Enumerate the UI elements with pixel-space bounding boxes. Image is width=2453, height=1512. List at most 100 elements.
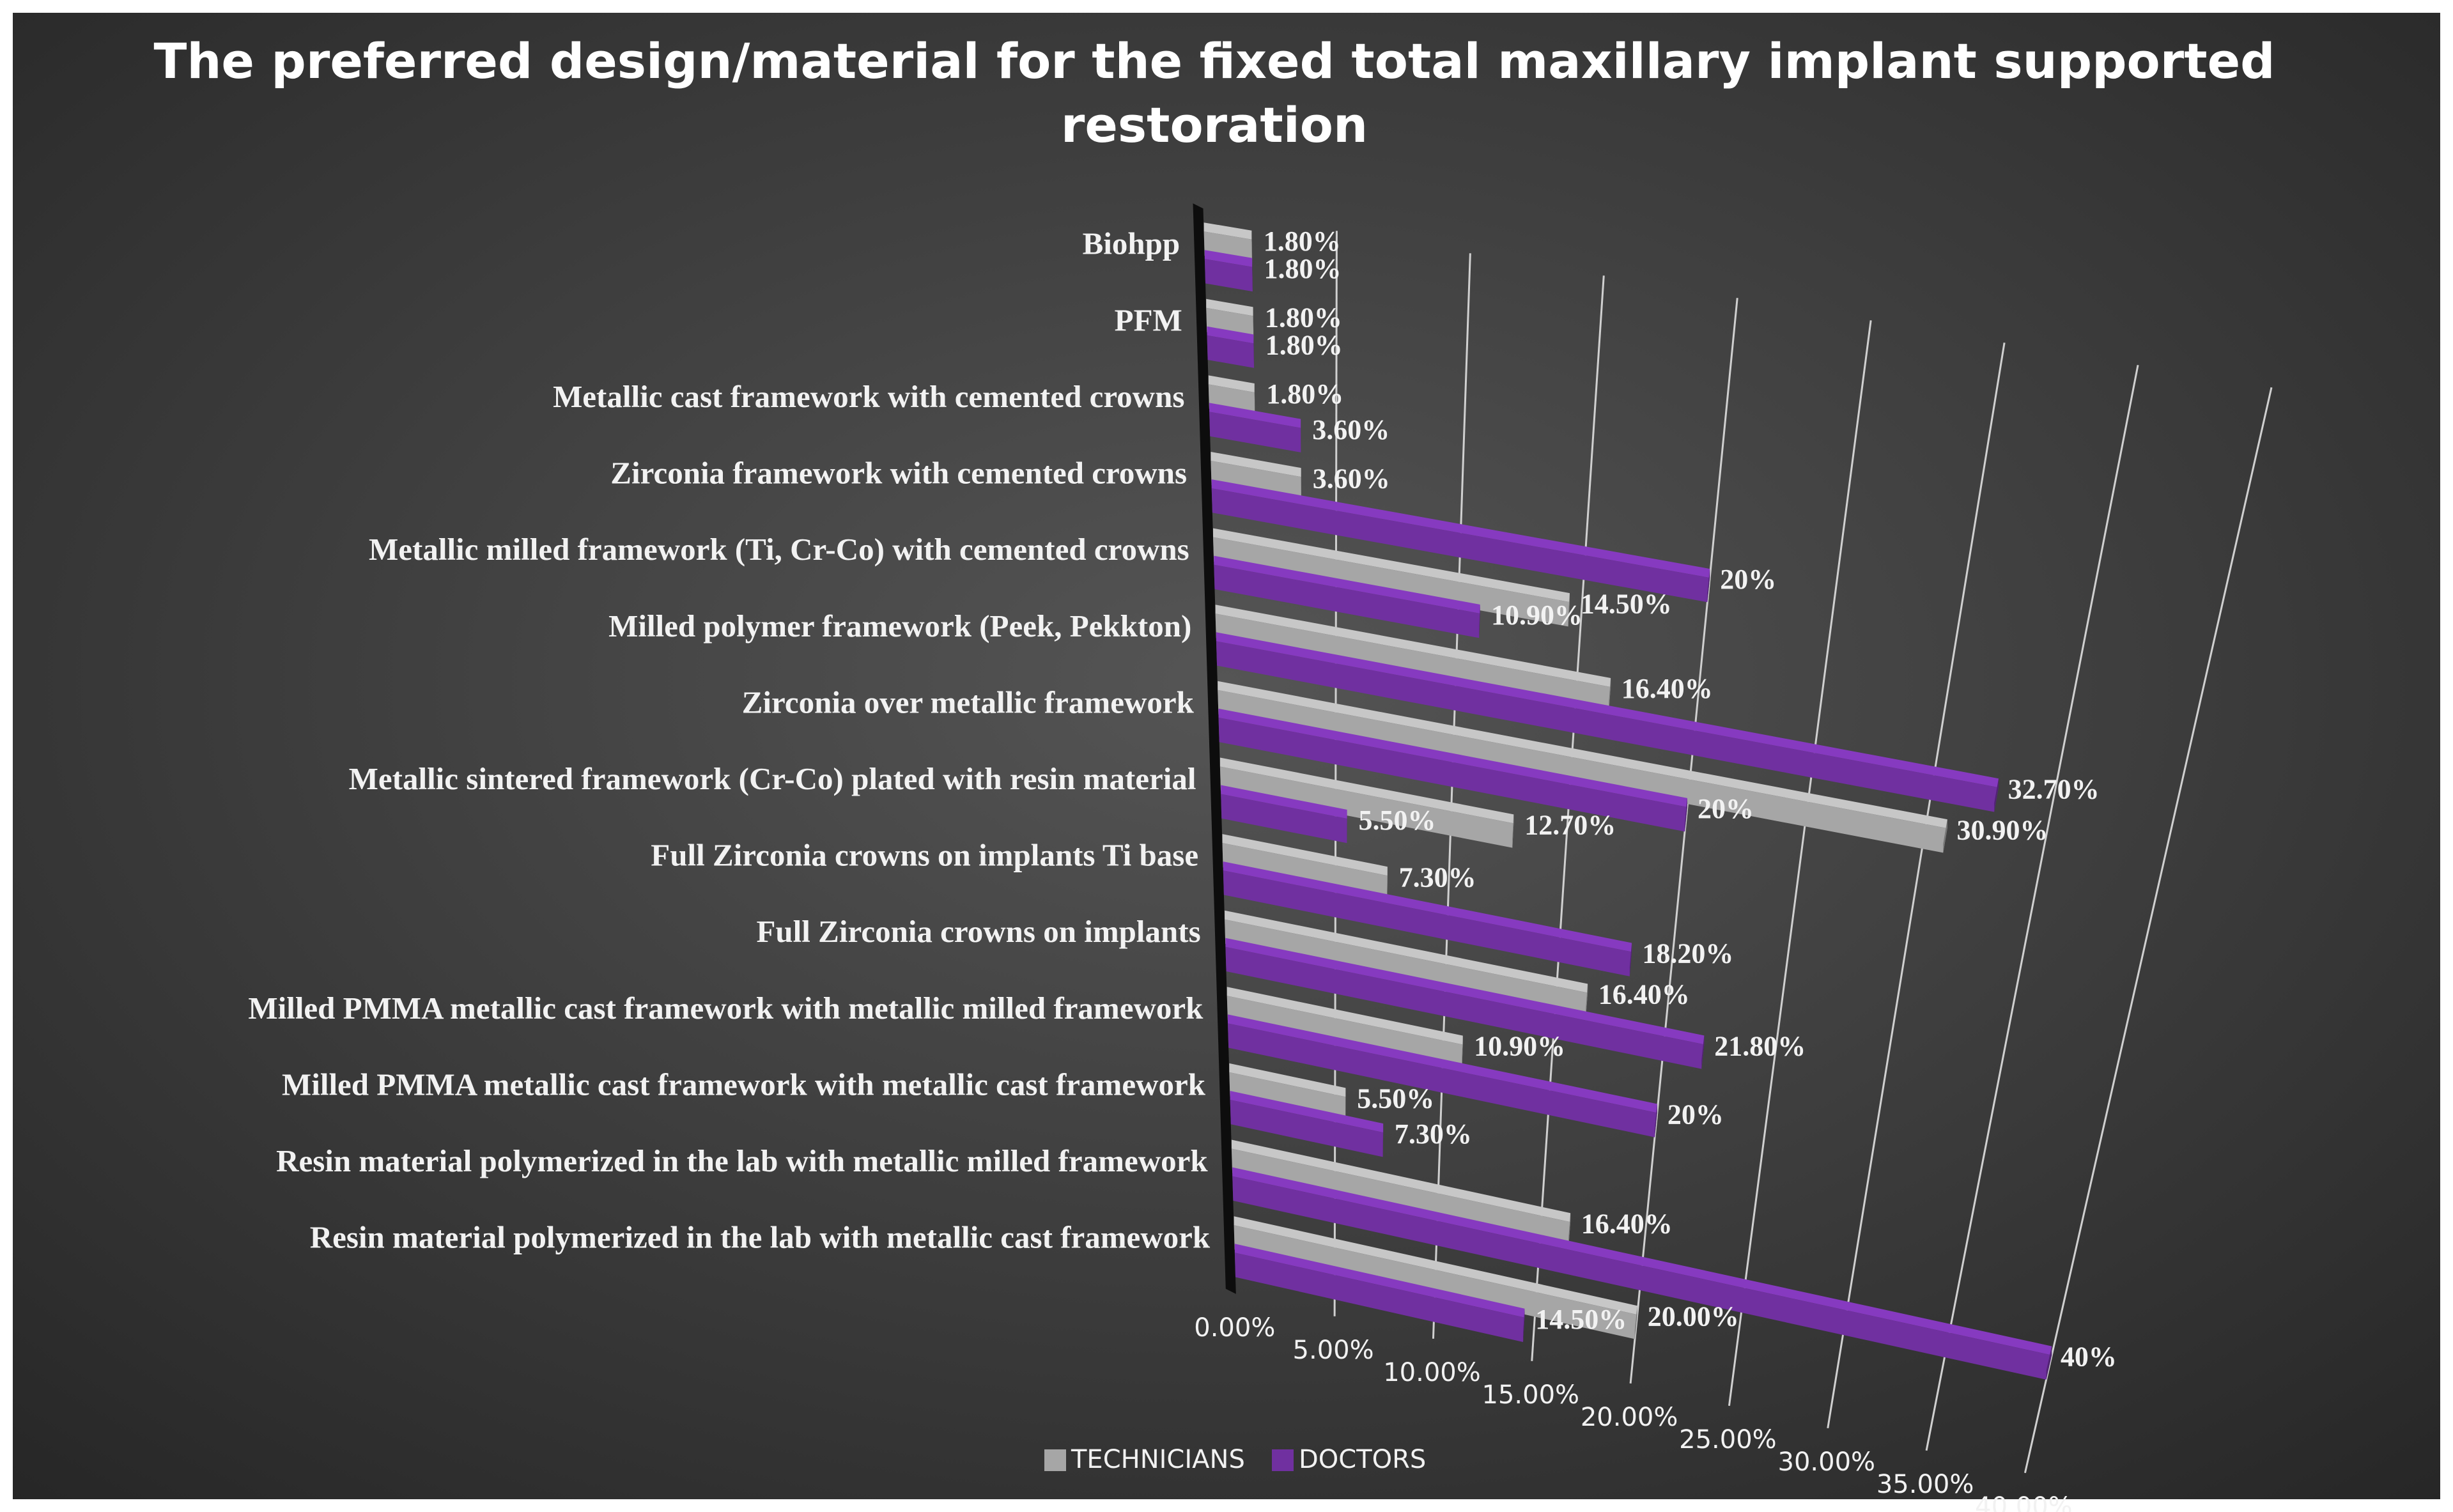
bar-face bbox=[1207, 335, 1255, 368]
bar-top bbox=[1225, 910, 1588, 993]
category-label-milled-pmma-metallic-cast-framework-with-metallic-cast-framework: Milled PMMA metallic cast framework with… bbox=[282, 1067, 1206, 1102]
category-label-biohpp: Biohpp bbox=[1083, 226, 1180, 261]
x-tick-label: 35.00% bbox=[1877, 1470, 1974, 1499]
bar-top bbox=[1218, 681, 1947, 829]
bar-top bbox=[1218, 708, 1687, 807]
category-label-metallic-sintered-framework-cr-co-plated-with-resin-material: Metallic sintered framework (Cr-Co) plat… bbox=[349, 761, 1196, 796]
data-label-technicians-pfm: 1.80% bbox=[1265, 302, 1342, 334]
category-label-full-zirconia-crowns-on-implants-ti-base: Full Zirconia crowns on implants Ti base bbox=[651, 838, 1198, 873]
bar-technicians-metallic-sintered-framework-cr-co-plated-with-resin-material bbox=[1219, 757, 1514, 848]
bar-face bbox=[1219, 766, 1514, 848]
bar-end bbox=[1629, 943, 1632, 976]
bar-top bbox=[1226, 987, 1463, 1045]
x-tick-label: 10.00% bbox=[1383, 1358, 1481, 1387]
bar-top bbox=[1230, 1091, 1384, 1133]
x-tick-label: 25.00% bbox=[1679, 1425, 1777, 1454]
bar-doctors-resin-material-polymerized-in-the-lab-with-metallic-milled-framework bbox=[1232, 1167, 2052, 1380]
gridlines bbox=[1333, 231, 2273, 1474]
chart-title-line-1: The preferred design/material for the fi… bbox=[153, 33, 2275, 89]
bar-doctors-pfm bbox=[1207, 326, 1255, 368]
bar-face bbox=[1211, 488, 1710, 603]
bar-face bbox=[1221, 794, 1347, 844]
data-label-technicians-biohpp: 1.80% bbox=[1264, 226, 1341, 257]
category-label-pfm: PFM bbox=[1115, 302, 1182, 337]
category-label-zirconia-over-metallic-framework: Zirconia over metallic framework bbox=[742, 684, 1195, 720]
legend: TECHNICIANS DOCTORS bbox=[1044, 1445, 1426, 1474]
bar-end bbox=[1462, 1035, 1463, 1069]
bar-end bbox=[1523, 1308, 1525, 1342]
legend-label-technicians: TECHNICIANS bbox=[1071, 1445, 1245, 1474]
data-label-technicians-resin-material-polymerized-in-the-lab-with-metallic-cast-framework: 20.00% bbox=[1648, 1300, 1739, 1332]
x-tick-label: 30.00% bbox=[1778, 1447, 1876, 1477]
bar-end bbox=[1609, 678, 1611, 712]
bar-top bbox=[1216, 632, 1999, 788]
bar-end bbox=[1479, 605, 1480, 638]
bar-end bbox=[1253, 334, 1255, 368]
bar-technicians-resin-material-polymerized-in-the-lab-with-metallic-milled-framework bbox=[1231, 1139, 1571, 1247]
bar-top bbox=[1222, 834, 1388, 876]
bar-technicians-resin-material-polymerized-in-the-lab-with-metallic-cast-framework bbox=[1234, 1216, 1637, 1339]
data-label-doctors-metallic-milled-framework-ti-cr-co-with-cemented-crowns: 10.90% bbox=[1491, 599, 1582, 631]
data-label-technicians-full-zirconia-crowns-on-implants-ti-base: 7.30% bbox=[1399, 861, 1476, 893]
bar-end bbox=[1568, 593, 1570, 627]
x-tick-label: 0.00% bbox=[1194, 1313, 1275, 1343]
x-tick-label: 20.00% bbox=[1581, 1403, 1678, 1432]
data-label-doctors-pfm: 1.80% bbox=[1265, 330, 1343, 361]
bar-end bbox=[1707, 569, 1710, 603]
bar-end bbox=[1512, 814, 1514, 848]
gridline bbox=[1629, 298, 1738, 1384]
data-label-technicians-resin-material-polymerized-in-the-lab-with-metallic-milled-framework: 16.40% bbox=[1581, 1208, 1673, 1240]
data-label-doctors-milled-pmma-metallic-cast-framework-with-metallic-milled-framework: 20% bbox=[1668, 1099, 1724, 1130]
bar-face bbox=[1225, 919, 1588, 1017]
bar-top bbox=[1215, 605, 1611, 687]
bar-top bbox=[1223, 861, 1632, 952]
bar-end bbox=[1253, 307, 1254, 341]
bar-doctors-milled-pmma-metallic-cast-framework-with-metallic-milled-framework bbox=[1228, 1014, 1657, 1138]
data-label-technicians-metallic-cast-framework-with-cemented-crowns: 1.80% bbox=[1266, 378, 1343, 410]
bar-face bbox=[1234, 1225, 1637, 1339]
bar-doctors-resin-material-polymerized-in-the-lab-with-metallic-cast-framework bbox=[1234, 1244, 1525, 1342]
bar-top bbox=[1221, 785, 1347, 819]
bar-face bbox=[1214, 564, 1480, 638]
bar-technicians-zirconia-over-metallic-framework bbox=[1218, 681, 1947, 853]
data-label-doctors-milled-polymer-framework-peek-pekkton: 32.70% bbox=[2008, 773, 2100, 805]
bar-technicians-zirconia-framework-with-cemented-crowns bbox=[1211, 452, 1301, 502]
bar-doctors-full-zirconia-crowns-on-implants-ti-base bbox=[1223, 861, 1632, 976]
data-label-technicians-zirconia-over-metallic-framework: 30.90% bbox=[1957, 814, 2048, 845]
bar-top bbox=[1234, 1216, 1637, 1315]
bar-top bbox=[1232, 1167, 2052, 1355]
bar-doctors-milled-pmma-metallic-cast-framework-with-metallic-cast-framework bbox=[1230, 1091, 1384, 1157]
data-label-technicians-milled-polymer-framework-peek-pekkton: 16.40% bbox=[1621, 673, 1713, 704]
legend-swatch-doctors bbox=[1272, 1449, 1294, 1471]
bar-face bbox=[1223, 870, 1632, 976]
category-label-milled-pmma-metallic-cast-framework-with-metallic-milled-framework: Milled PMMA metallic cast framework with… bbox=[248, 991, 1203, 1026]
bar-doctors-full-zirconia-crowns-on-implants bbox=[1225, 937, 1705, 1069]
bar-top bbox=[1234, 1244, 1525, 1318]
category-label-metallic-cast-framework-with-cemented-crowns: Metallic cast framework with cemented cr… bbox=[553, 379, 1184, 414]
bar-end bbox=[1685, 798, 1687, 832]
category-labels: Biohpp PFM Metallic cast framework with ce… bbox=[248, 226, 1211, 1255]
bar-face bbox=[1222, 843, 1388, 900]
bar-face bbox=[1232, 1176, 2052, 1380]
bar-doctors-zirconia-over-metallic-framework bbox=[1218, 708, 1687, 832]
bar-end bbox=[1994, 778, 1999, 812]
bar-end bbox=[1655, 1104, 1657, 1138]
bar-face bbox=[1209, 412, 1301, 452]
data-label-doctors-resin-material-polymerized-in-the-lab-with-metallic-cast-framework: 14.50% bbox=[1535, 1304, 1627, 1335]
gridline bbox=[1432, 253, 1471, 1339]
bar-top bbox=[1229, 1063, 1346, 1097]
gridline bbox=[1728, 320, 1872, 1407]
bar-doctors-metallic-cast-framework-with-cemented-crowns bbox=[1209, 403, 1301, 452]
category-label-metallic-milled-framework-ti-cr-co-with-cemented-crowns: Metallic milled framework (Ti, Cr-Co) wi… bbox=[369, 532, 1189, 567]
bar-end bbox=[1568, 1213, 1571, 1247]
bar-doctors-biohpp bbox=[1204, 250, 1253, 292]
bar-top bbox=[1209, 403, 1301, 428]
bar-top bbox=[1225, 937, 1705, 1045]
bar-top bbox=[1203, 222, 1252, 240]
gridline bbox=[1531, 275, 1605, 1361]
category-label-resin-material-polymerized-in-the-lab-with-metallic-milled-framework: Resin material polymerized in the lab wi… bbox=[276, 1143, 1208, 1178]
bar-face bbox=[1226, 996, 1463, 1069]
bar-end bbox=[2046, 1346, 2052, 1380]
bar-face bbox=[1228, 1023, 1657, 1138]
